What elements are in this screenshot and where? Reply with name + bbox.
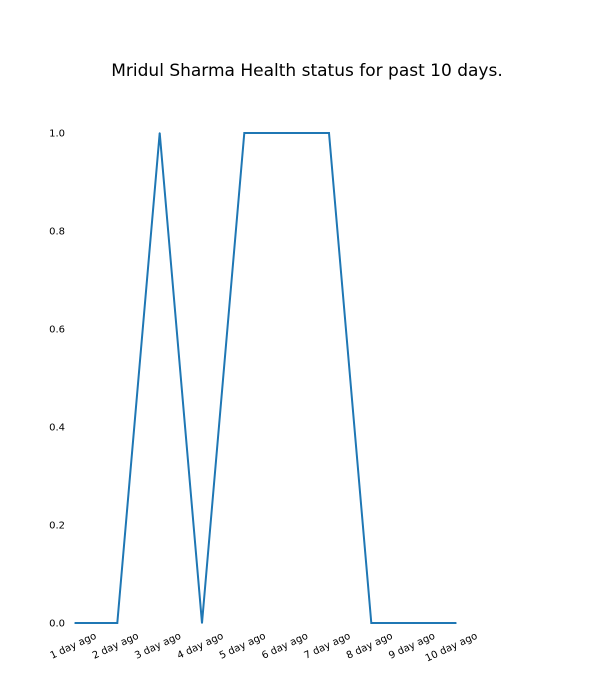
x-tick-label: 1 day ago bbox=[49, 631, 99, 662]
y-axis-ticks: 0.0 0.2 0.4 0.6 0.8 1.0 bbox=[49, 129, 65, 630]
x-tick-label: 5 day ago bbox=[218, 631, 268, 662]
x-tick-label: 3 day ago bbox=[133, 631, 183, 662]
data-point bbox=[455, 622, 457, 624]
x-tick-label: 2 day ago bbox=[91, 631, 141, 662]
x-tick-label: 4 day ago bbox=[176, 631, 226, 662]
y-tick-label: 0.0 bbox=[49, 619, 65, 630]
data-point bbox=[285, 132, 288, 134]
y-tick-label: 0.2 bbox=[49, 521, 65, 532]
data-point bbox=[243, 132, 246, 134]
y-tick-label: 0.8 bbox=[49, 227, 65, 238]
data-point bbox=[201, 622, 203, 624]
data-point bbox=[370, 622, 373, 624]
data-point bbox=[116, 622, 119, 624]
y-tick-label: 0.6 bbox=[49, 325, 65, 336]
x-tick-label: 8 day ago bbox=[345, 631, 395, 662]
y-tick-label: 1.0 bbox=[49, 129, 65, 140]
x-tick-label: 6 day ago bbox=[260, 631, 310, 662]
x-tick-label: 7 day ago bbox=[303, 631, 353, 662]
y-tick-label: 0.4 bbox=[49, 423, 65, 434]
data-point bbox=[74, 622, 76, 624]
data-point bbox=[412, 622, 415, 624]
series-layer bbox=[74, 132, 457, 624]
series-line bbox=[75, 132, 456, 624]
data-point bbox=[158, 132, 161, 134]
data-point bbox=[328, 132, 330, 134]
chart-title: Mridul Sharma Health status for past 10 … bbox=[111, 61, 502, 81]
